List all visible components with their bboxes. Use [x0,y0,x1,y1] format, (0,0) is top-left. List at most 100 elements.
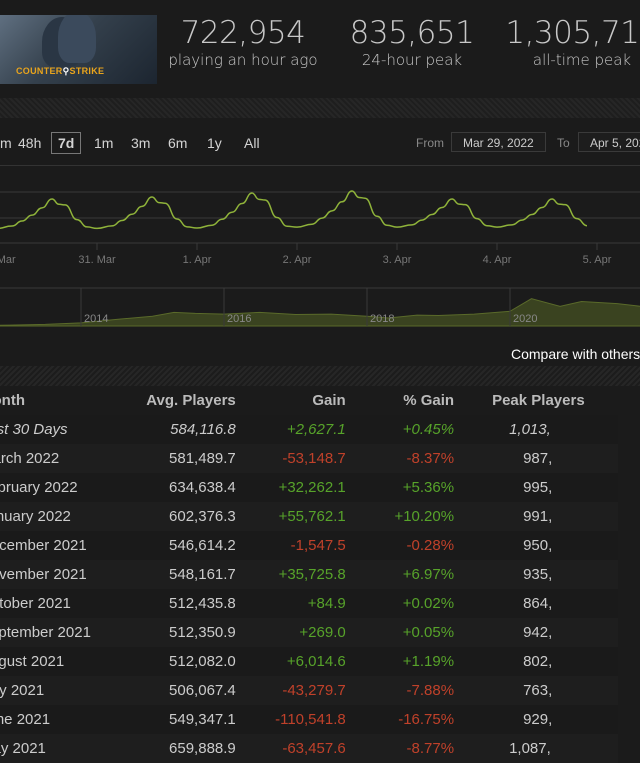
pct-gain-cell: -8.37% [345,444,455,473]
avg-players-cell: 602,376.3 [126,502,236,531]
table-row: Last 30 Days584,116.8+2,627.1+0.45%1,013… [0,415,618,444]
to-label: To [557,136,570,150]
month-cell: Last 30 Days [0,415,127,444]
x-tick-label: 1. Apr [183,254,212,266]
gain-cell: +32,262.1 [235,473,346,502]
to-date-input[interactable]: Apr 5, 2022 [578,132,640,152]
gain-cell: -43,279.7 [235,676,346,705]
stat-value: 835,651 [349,15,475,51]
pct-gain-cell: +1.19% [345,647,455,676]
peak-players-cell: 1,013, [454,415,618,444]
peak-players-cell: 987, [454,444,618,473]
history-navigator-chart[interactable]: 2014 2016 2018 2020 [0,286,640,328]
range-1m[interactable]: 1m [94,135,114,151]
pct-gain-cell: +0.05% [345,618,455,647]
table-row: November 2021548,161.7+35,725.8+6.97%935… [0,560,618,589]
x-tick-label: 3. Apr [383,254,412,266]
month-cell: August 2021 [0,647,127,676]
gain-cell: +84.9 [235,589,346,618]
pct-gain-cell: -0.28% [345,531,455,560]
navigator-tick-label: 2016 [227,313,251,325]
peak-players-cell: 942, [454,618,618,647]
pct-gain-cell: +0.02% [345,589,455,618]
stat-all-time-peak: 1,305,714 all-time peak [502,15,640,69]
avg-players-cell: 549,347.1 [126,705,236,734]
pct-gain-cell: +0.45% [345,415,455,444]
stat-value: 722,954 [180,15,306,51]
range-3m[interactable]: 3m [131,135,151,151]
game-capsule-image: COUNTER⚲STRIKE [0,15,157,84]
pct-gain-cell: +6.97% [345,560,455,589]
divider [0,165,640,166]
pct-gain-cell: -8.77% [345,734,455,763]
gain-cell: -53,148.7 [235,444,346,473]
peak-players-cell: 991, [454,502,618,531]
gain-cell: -110,541.8 [235,705,346,734]
avg-players-cell: 512,350.9 [126,618,236,647]
player-count-line [0,190,588,230]
range-24h[interactable]: m [0,135,12,151]
col-month[interactable]: Month [0,386,127,415]
x-tick-label: 31. Mar [78,254,116,266]
chart-controls: m 48h 7d 1m 3m 6m 1y All From Mar 29, 20… [0,120,640,166]
col-avg-players[interactable]: Avg. Players [126,386,236,415]
month-cell: November 2021 [0,560,127,589]
range-7d[interactable]: 7d [51,132,82,154]
avg-players-cell: 581,489.7 [126,444,236,473]
month-cell: June 2021 [0,705,127,734]
peak-players-cell: 1,087, [454,734,618,763]
divider-band [0,366,640,386]
gain-cell: -1,547.5 [235,531,346,560]
from-label: From [416,136,444,150]
player-count-chart[interactable]: 30. Mar 31. Mar 1. Apr 2. Apr 3. Apr 4. Apr 5.… [0,166,640,276]
stat-label: 24-hour peak [361,51,463,69]
x-tick-label: 2. Apr [283,254,312,266]
gain-cell: +269.0 [235,618,346,647]
pct-gain-cell: +5.36% [345,473,455,502]
avg-players-cell: 546,614.2 [126,531,236,560]
table-row: January 2022602,376.3+55,762.1+10.20%991… [0,502,618,531]
range-6m[interactable]: 6m [168,135,188,151]
divider-band [0,98,640,118]
from-date-input[interactable]: Mar 29, 2022 [451,132,546,152]
month-cell: March 2022 [0,444,127,473]
peak-players-cell: 802, [454,647,618,676]
range-48h[interactable]: 48h [18,135,42,151]
month-cell: May 2021 [0,734,127,763]
stat-current: 722,954 playing an hour ago [168,15,318,69]
stat-label: all-time peak [532,51,632,69]
compare-link[interactable]: Compare with others [511,346,640,362]
gain-cell: +35,725.8 [235,560,346,589]
peak-players-cell: 995, [454,473,618,502]
month-cell: September 2021 [0,618,127,647]
navigator-tick-label: 2020 [513,313,537,325]
history-area [0,298,640,327]
col-peak-players[interactable]: Peak Players [454,386,618,415]
avg-players-cell: 634,638.4 [126,473,236,502]
navigator-tick-label: 2014 [84,313,108,325]
pct-gain-cell: -16.75% [345,705,455,734]
month-cell: December 2021 [0,531,127,560]
peak-players-cell: 929, [454,705,618,734]
stat-24h-peak: 835,651 24-hour peak [337,15,487,69]
peak-players-cell: 864, [454,589,618,618]
range-all[interactable]: All [244,135,260,151]
col-gain[interactable]: Gain [235,386,346,415]
stat-value: 1,305,714 [505,15,640,51]
col-pct-gain[interactable]: % Gain [345,386,455,415]
gain-cell: +55,762.1 [235,502,346,531]
gain-cell: -63,457.6 [235,734,346,763]
gain-cell: +2,627.1 [235,415,346,444]
game-logo: COUNTER⚲STRIKE [16,66,105,76]
pct-gain-cell: -7.88% [345,676,455,705]
range-1y[interactable]: 1y [207,135,222,151]
x-tick-label: 4. Apr [483,254,512,266]
avg-players-cell: 512,435.8 [126,589,236,618]
navigator-tick-label: 2018 [370,313,394,325]
